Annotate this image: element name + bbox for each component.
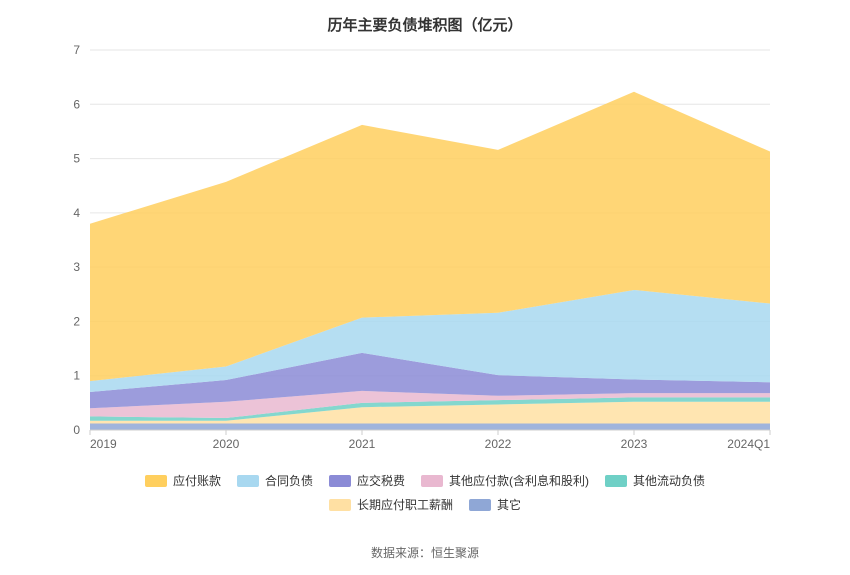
- legend-label: 其他流动负债: [633, 470, 705, 492]
- y-tick-label: 1: [73, 369, 80, 383]
- legend-item[interactable]: 其他流动负债: [605, 470, 705, 492]
- y-tick-label: 6: [73, 97, 80, 111]
- y-tick-label: 2: [73, 314, 80, 328]
- x-tick-label: 2019: [90, 437, 117, 451]
- chart-title: 历年主要负债堆积图（亿元）: [0, 0, 850, 43]
- chart-legend: 应付账款 合同负债 应交税费 其他应付款(含利息和股利) 其他流动负债长期应付职工薪酬 其…: [0, 470, 850, 518]
- x-tick-label: 2020: [213, 437, 240, 451]
- legend-swatch-icon: [469, 499, 491, 511]
- stacked-area-chart: 01234567201920202021202220232024Q1: [90, 50, 770, 430]
- y-tick-label: 7: [73, 43, 80, 57]
- x-tick-label: 2023: [621, 437, 648, 451]
- y-tick-label: 3: [73, 260, 80, 274]
- legend-label: 合同负债: [265, 470, 313, 492]
- legend-label: 应付账款: [173, 470, 221, 492]
- legend-item[interactable]: 长期应付职工薪酬: [329, 494, 453, 516]
- data-source-footer: 数据来源：恒生聚源: [0, 544, 850, 561]
- area-series: [90, 423, 770, 430]
- x-tick-label: 2021: [349, 437, 376, 451]
- legend-row: 长期应付职工薪酬 其它: [0, 494, 850, 518]
- legend-swatch-icon: [237, 475, 259, 487]
- x-tick-label: 2022: [485, 437, 512, 451]
- legend-item[interactable]: 其他应付款(含利息和股利): [421, 470, 589, 492]
- legend-swatch-icon: [421, 475, 443, 487]
- legend-label: 长期应付职工薪酬: [357, 494, 453, 516]
- legend-item[interactable]: 应交税费: [329, 470, 405, 492]
- legend-item[interactable]: 其它: [469, 494, 521, 516]
- legend-swatch-icon: [145, 475, 167, 487]
- legend-swatch-icon: [605, 475, 627, 487]
- chart-container: 历年主要负债堆积图（亿元） 01234567201920202021202220…: [0, 0, 850, 575]
- y-tick-label: 4: [73, 206, 80, 220]
- legend-row: 应付账款 合同负债 应交税费 其他应付款(含利息和股利) 其他流动负债: [0, 470, 850, 494]
- y-tick-label: 5: [73, 152, 80, 166]
- chart-plot-area: 01234567201920202021202220232024Q1: [90, 50, 770, 430]
- legend-label: 应交税费: [357, 470, 405, 492]
- legend-label: 其它: [497, 494, 521, 516]
- legend-label: 其他应付款(含利息和股利): [449, 470, 589, 492]
- legend-swatch-icon: [329, 499, 351, 511]
- legend-item[interactable]: 应付账款: [145, 470, 221, 492]
- y-tick-label: 0: [73, 423, 80, 437]
- legend-item[interactable]: 合同负债: [237, 470, 313, 492]
- x-tick-label: 2024Q1: [727, 437, 770, 451]
- legend-swatch-icon: [329, 475, 351, 487]
